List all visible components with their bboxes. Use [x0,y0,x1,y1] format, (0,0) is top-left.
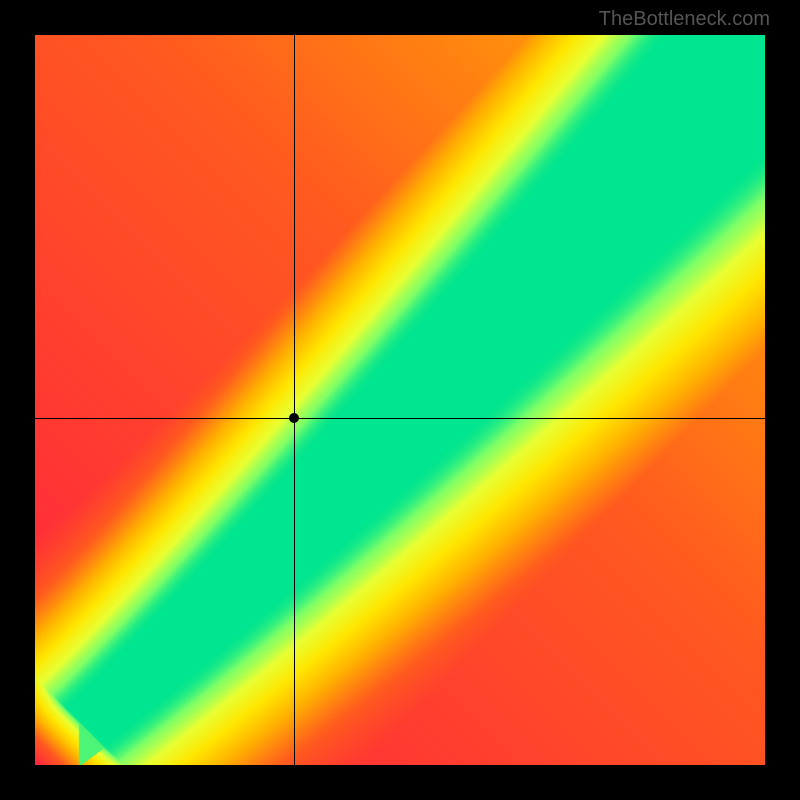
crosshair-vertical [294,35,295,765]
plot-area [35,35,765,765]
watermark-text: TheBottleneck.com [599,8,770,31]
crosshair-horizontal [35,418,765,419]
selected-point-marker [289,413,299,423]
heatmap-canvas [35,35,765,765]
